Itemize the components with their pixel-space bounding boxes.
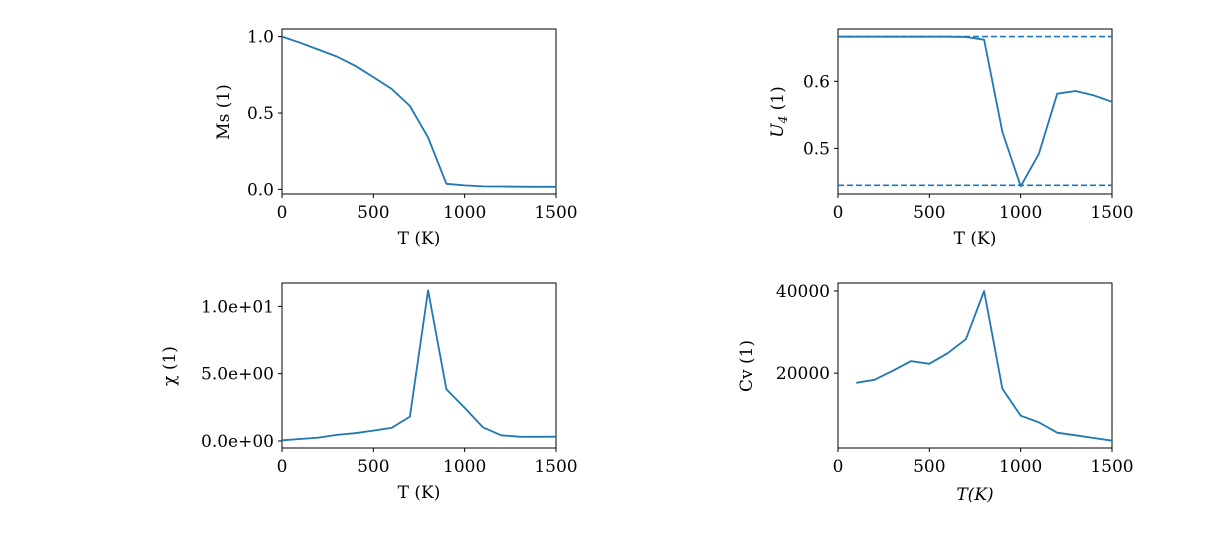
y-tick-label: 0.5 <box>247 104 274 124</box>
x-tick-label: 500 <box>913 203 945 223</box>
x-tick-label: 500 <box>357 203 389 223</box>
x-axis-label: T(K) <box>956 485 993 505</box>
x-tick-label: 0 <box>277 203 288 223</box>
x-axis-label: T (K) <box>954 229 997 249</box>
x-tick-label: 0 <box>833 203 844 223</box>
y-tick-label: 0.6 <box>803 72 830 92</box>
plot-frame <box>281 28 557 195</box>
subplot-u4: T (K) U4 (1) 0 500 1000 1500 0.5 0.6 <box>768 28 1134 249</box>
y-axis-label: Ms (1) <box>214 84 234 140</box>
x-tick-label: 1000 <box>443 203 486 223</box>
data-series-line <box>281 289 557 442</box>
subplot-cv: T(K) Cv (1) 0 500 1000 1500 20000 40000 <box>737 282 1134 505</box>
x-tick-label: 1500 <box>534 457 577 477</box>
x-tick-label: 0 <box>833 457 844 477</box>
plot-frame <box>837 282 1113 449</box>
x-tick-label: 0 <box>277 457 288 477</box>
y-axis-label: χ (1) <box>160 346 180 386</box>
y-axis-label: U4 (1) <box>768 86 790 137</box>
y-tick-label: 0.0e+00 <box>201 432 274 452</box>
x-axis-label: T (K) <box>398 229 441 249</box>
x-axis-label: T (K) <box>398 483 441 503</box>
subplot-chi: T (K) χ (1) 0 500 1000 1500 0.0e+00 5.0e+00 1.… <box>160 282 578 503</box>
y-tick-label: 1.0e+01 <box>201 297 274 317</box>
data-series-line <box>281 35 556 188</box>
y-axis-label: Cv (1) <box>737 340 757 392</box>
y-tick-label: 40000 <box>776 282 830 302</box>
data-series-line <box>838 35 1113 188</box>
x-tick-label: 1500 <box>1090 457 1133 477</box>
x-tick-label: 500 <box>913 457 945 477</box>
y-tick-label: 20000 <box>776 364 830 384</box>
x-tick-label: 1500 <box>534 203 577 223</box>
x-tick-label: 1000 <box>999 203 1042 223</box>
y-tick-label: 5.0e+00 <box>201 365 274 385</box>
y-tick-label: 1.0 <box>247 28 274 48</box>
plot-frame <box>281 282 557 449</box>
x-tick-label: 1000 <box>443 457 486 477</box>
y-tick-label: 0.0 <box>247 180 274 200</box>
x-tick-label: 500 <box>357 457 389 477</box>
y-tick-label: 0.5 <box>803 139 830 159</box>
x-tick-label: 1000 <box>999 457 1042 477</box>
plot-frame <box>837 28 1113 195</box>
subplot-ms: T (K) Ms (1) 0 500 1000 1500 0.0 0.5 1.0 <box>214 28 578 249</box>
x-tick-label: 1500 <box>1090 203 1133 223</box>
data-series-line <box>856 290 1113 442</box>
